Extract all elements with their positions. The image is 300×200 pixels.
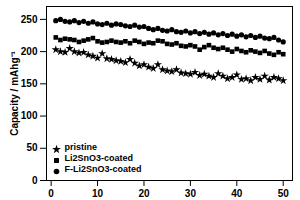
svg-text:100: 100 <box>21 110 38 121</box>
svg-text:250: 250 <box>21 14 38 25</box>
svg-text:50: 50 <box>278 188 290 199</box>
svg-text:0: 0 <box>32 175 38 186</box>
svg-text:200: 200 <box>21 46 38 57</box>
svg-text:0: 0 <box>48 188 54 199</box>
svg-text:Capacity / mAhg⁻¹: Capacity / mAhg⁻¹ <box>9 50 20 135</box>
svg-text:50: 50 <box>26 142 38 153</box>
svg-text:10: 10 <box>92 188 104 199</box>
svg-text:40: 40 <box>231 188 243 199</box>
svg-text:F-Li2SnO3-coated: F-Li2SnO3-coated <box>65 164 142 174</box>
svg-text:20: 20 <box>138 188 150 199</box>
svg-text:Li2SnO3-coated: Li2SnO3-coated <box>65 153 134 163</box>
svg-text:30: 30 <box>185 188 197 199</box>
svg-text:pristine: pristine <box>65 142 98 152</box>
svg-text:150: 150 <box>21 78 38 89</box>
